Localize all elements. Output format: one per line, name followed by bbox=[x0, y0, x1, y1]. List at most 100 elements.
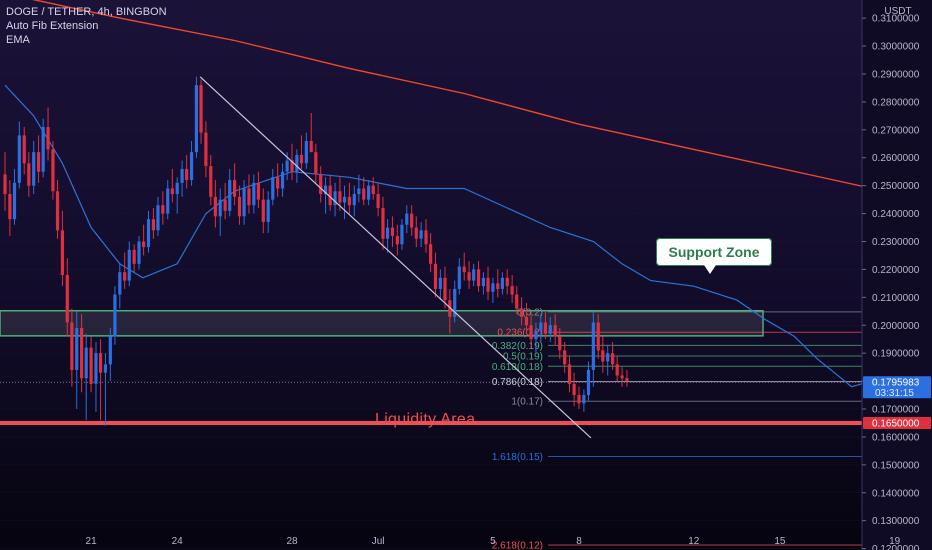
candle bbox=[553, 314, 557, 345]
candle-body bbox=[127, 249, 131, 281]
candle-body bbox=[41, 127, 45, 172]
price-tick-label: 0.3100000 bbox=[872, 14, 920, 25]
candle bbox=[223, 182, 227, 220]
candle-body bbox=[266, 199, 270, 222]
fib-label: 0(0.2) bbox=[517, 307, 543, 318]
bar-countdown: 03:31:15 bbox=[875, 388, 914, 399]
candle bbox=[395, 224, 399, 256]
price-tick-label: 0.2100000 bbox=[872, 293, 920, 304]
price-tick-label: 0.1500000 bbox=[872, 460, 920, 471]
candle bbox=[51, 140, 55, 200]
candle-body bbox=[180, 168, 184, 183]
candle bbox=[548, 316, 552, 343]
candle bbox=[367, 180, 371, 206]
candle bbox=[591, 311, 595, 387]
candle bbox=[476, 261, 481, 292]
candle-body bbox=[151, 219, 155, 231]
candle bbox=[170, 168, 174, 203]
candle bbox=[462, 252, 466, 281]
candle bbox=[371, 177, 375, 200]
candle-body bbox=[438, 277, 442, 289]
candle-body bbox=[323, 185, 328, 195]
descending-trendline bbox=[199, 76, 592, 439]
candle-body bbox=[601, 350, 605, 362]
candle bbox=[381, 196, 385, 250]
candle bbox=[199, 79, 203, 144]
candle-body bbox=[347, 196, 351, 206]
indicator-fib-label[interactable]: Auto Fib Extension bbox=[6, 20, 99, 32]
candle bbox=[453, 280, 457, 323]
candle-body bbox=[596, 322, 600, 351]
candle bbox=[582, 389, 586, 412]
indicator-ema-label[interactable]: EMA bbox=[6, 34, 30, 46]
candle bbox=[118, 263, 122, 309]
candle-body bbox=[429, 244, 433, 264]
candle-body bbox=[591, 322, 595, 370]
support-zone-callout-pointer bbox=[704, 265, 716, 274]
candle-body bbox=[342, 196, 347, 203]
candle bbox=[520, 297, 524, 326]
candle bbox=[491, 277, 495, 303]
candle bbox=[347, 182, 351, 214]
candle bbox=[376, 182, 380, 217]
candle-body bbox=[271, 177, 275, 200]
time-tick-label: 8 bbox=[576, 536, 582, 547]
candle-body bbox=[606, 353, 610, 362]
liquidity-area-label[interactable]: Liquidity Area bbox=[375, 411, 476, 428]
time-tick-label: 12 bbox=[688, 536, 700, 547]
candle bbox=[304, 132, 308, 169]
candle-body bbox=[539, 322, 543, 331]
candle bbox=[625, 369, 629, 387]
candle-body bbox=[620, 375, 624, 379]
candle bbox=[443, 266, 447, 309]
candle bbox=[448, 288, 452, 334]
candle-body bbox=[395, 235, 399, 245]
candle bbox=[357, 174, 361, 203]
candle-body bbox=[443, 277, 447, 301]
candle-body bbox=[170, 188, 174, 195]
candle-body bbox=[189, 152, 194, 181]
candle-body bbox=[22, 135, 26, 164]
candle-body bbox=[491, 283, 495, 292]
candle-body bbox=[500, 277, 504, 289]
candle bbox=[123, 252, 127, 289]
candle bbox=[156, 196, 160, 236]
candle-body bbox=[55, 191, 60, 231]
candle-body bbox=[362, 188, 366, 200]
candle-body bbox=[515, 294, 519, 309]
candle-body bbox=[486, 277, 490, 292]
time-axis[interactable]: 212428Jul581215192226 bbox=[86, 536, 932, 547]
support-zone-callout[interactable]: Support Zone bbox=[656, 238, 772, 266]
candle bbox=[27, 152, 31, 197]
candle-body bbox=[610, 353, 615, 365]
candle-body bbox=[237, 196, 242, 217]
candle-body bbox=[223, 199, 227, 211]
candle-body bbox=[108, 336, 112, 365]
candle-body bbox=[65, 275, 69, 323]
candle-body bbox=[12, 182, 17, 220]
fib-label: 0.5(0.19) bbox=[503, 351, 543, 362]
price-tick-label: 0.2500000 bbox=[872, 181, 920, 192]
candle-body bbox=[567, 364, 572, 384]
candle-body bbox=[476, 269, 481, 287]
candle-body bbox=[166, 188, 170, 214]
candle bbox=[46, 107, 50, 161]
candle bbox=[280, 163, 285, 197]
price-axis-panel bbox=[862, 0, 932, 550]
price-tick-label: 0.2900000 bbox=[872, 69, 920, 80]
symbol-title[interactable]: DOGE / TETHER, 4h, BINGBON bbox=[6, 6, 167, 18]
candle-body bbox=[405, 213, 409, 225]
candle-body bbox=[505, 277, 509, 287]
candle-body bbox=[299, 154, 304, 164]
candle bbox=[362, 177, 366, 206]
candle-body bbox=[543, 322, 548, 334]
candle-body bbox=[333, 191, 337, 206]
price-badge bbox=[863, 416, 931, 429]
time-tick-label: 21 bbox=[86, 536, 98, 547]
time-tick-label: 15 bbox=[774, 536, 786, 547]
candle bbox=[524, 302, 529, 334]
candle-body bbox=[572, 383, 576, 396]
